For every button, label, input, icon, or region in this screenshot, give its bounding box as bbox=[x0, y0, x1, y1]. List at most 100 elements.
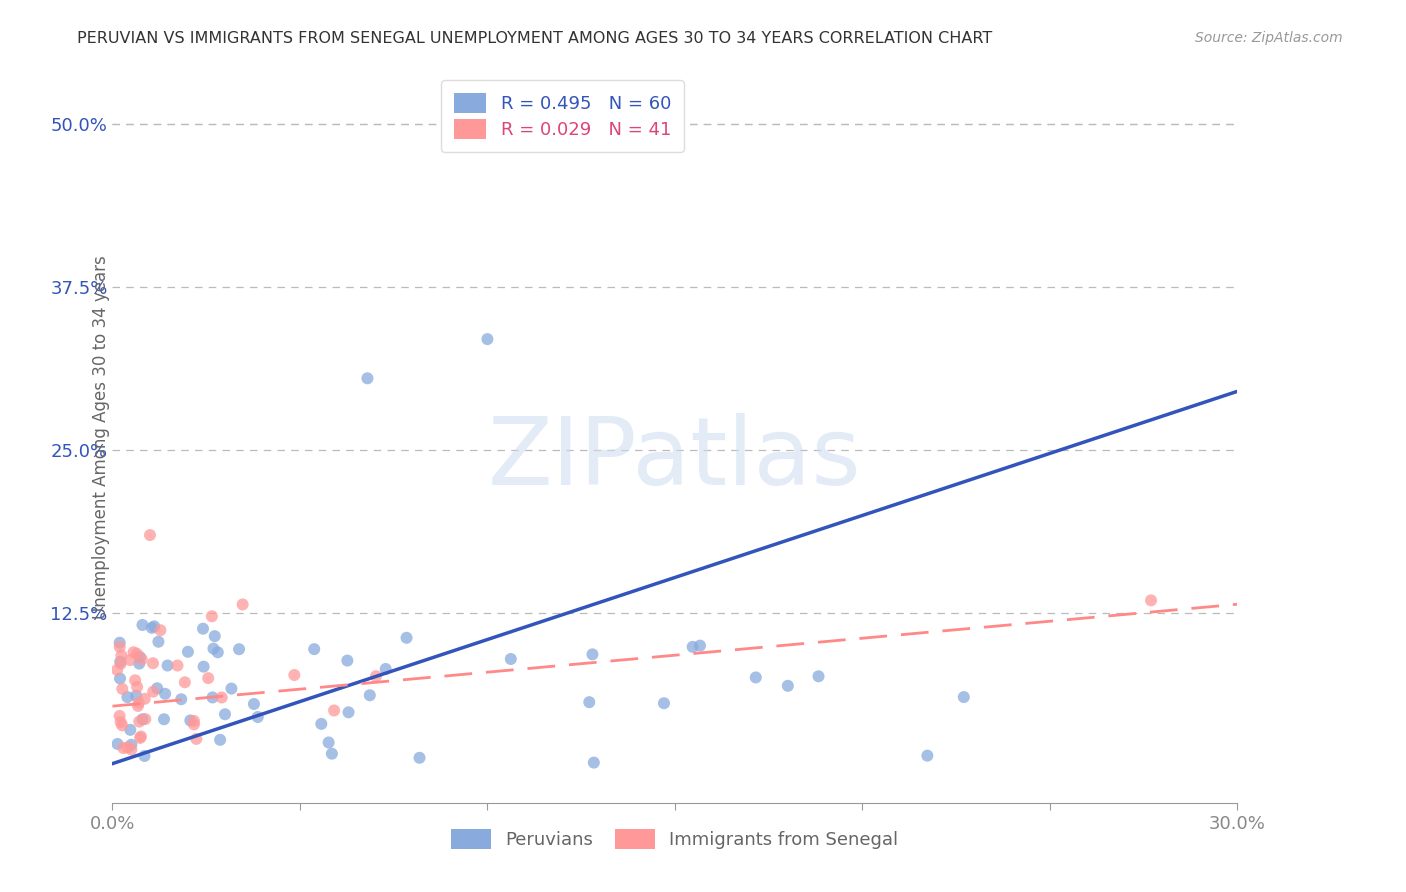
Point bbox=[108, 709, 131, 723]
Point bbox=[776, 679, 799, 693]
Point bbox=[142, 684, 165, 698]
Point bbox=[149, 624, 172, 638]
Point bbox=[111, 718, 134, 732]
Point bbox=[110, 655, 132, 669]
Point bbox=[321, 747, 343, 761]
Point bbox=[143, 619, 166, 633]
Point bbox=[689, 639, 711, 653]
Point bbox=[228, 642, 250, 657]
Point bbox=[183, 717, 205, 731]
Point bbox=[128, 714, 150, 729]
Point bbox=[108, 636, 131, 650]
Point bbox=[131, 652, 153, 666]
Point bbox=[207, 645, 229, 659]
Point bbox=[153, 687, 176, 701]
Point bbox=[112, 741, 135, 756]
Point bbox=[134, 749, 156, 764]
Point bbox=[201, 609, 224, 624]
Point bbox=[128, 657, 150, 671]
Point bbox=[127, 698, 149, 713]
Point bbox=[197, 671, 219, 685]
Point bbox=[146, 681, 169, 696]
Point bbox=[124, 673, 146, 688]
Point bbox=[336, 654, 359, 668]
Point bbox=[156, 658, 179, 673]
Legend: Peruvians, Immigrants from Senegal: Peruvians, Immigrants from Senegal bbox=[440, 818, 910, 860]
Point bbox=[110, 648, 132, 663]
Point bbox=[232, 598, 254, 612]
Point bbox=[179, 714, 201, 728]
Point bbox=[581, 648, 603, 662]
Point bbox=[129, 731, 152, 745]
Point bbox=[1140, 593, 1163, 607]
Point bbox=[337, 706, 360, 720]
Point bbox=[120, 723, 142, 737]
Point bbox=[120, 742, 142, 756]
Point bbox=[807, 669, 830, 683]
Y-axis label: Unemployment Among Ages 30 to 34 years: Unemployment Among Ages 30 to 34 years bbox=[93, 255, 110, 619]
Point bbox=[214, 707, 236, 722]
Point bbox=[105, 663, 128, 677]
Point bbox=[395, 631, 418, 645]
Point bbox=[745, 670, 768, 684]
Point bbox=[582, 756, 605, 770]
Point bbox=[211, 690, 233, 705]
Point bbox=[134, 691, 156, 706]
Point bbox=[359, 688, 381, 702]
Point bbox=[111, 681, 134, 696]
Point bbox=[202, 641, 225, 656]
Point bbox=[153, 712, 176, 726]
Text: PERUVIAN VS IMMIGRANTS FROM SENEGAL UNEMPLOYMENT AMONG AGES 30 TO 34 YEARS CORRE: PERUVIAN VS IMMIGRANTS FROM SENEGAL UNEM… bbox=[77, 31, 993, 46]
Point bbox=[619, 123, 641, 137]
Point bbox=[129, 650, 152, 665]
Point bbox=[122, 645, 145, 659]
Point bbox=[125, 689, 148, 703]
Point bbox=[108, 672, 131, 686]
Point bbox=[120, 738, 142, 752]
Point bbox=[141, 621, 163, 635]
Point bbox=[356, 371, 378, 385]
Point bbox=[917, 748, 939, 763]
Point bbox=[682, 640, 704, 654]
Point bbox=[477, 332, 499, 346]
Point bbox=[131, 712, 153, 726]
Point bbox=[283, 668, 305, 682]
Point bbox=[221, 681, 243, 696]
Point bbox=[209, 732, 232, 747]
Point bbox=[129, 730, 152, 744]
Point bbox=[201, 690, 224, 705]
Text: Source: ZipAtlas.com: Source: ZipAtlas.com bbox=[1195, 31, 1343, 45]
Point bbox=[120, 653, 142, 667]
Point bbox=[131, 618, 153, 632]
Point bbox=[128, 696, 150, 710]
Point bbox=[110, 715, 132, 730]
Point bbox=[125, 647, 148, 661]
Point bbox=[499, 652, 522, 666]
Point bbox=[243, 697, 266, 711]
Point bbox=[323, 703, 346, 717]
Point bbox=[302, 642, 325, 657]
Point bbox=[107, 737, 129, 751]
Point bbox=[578, 695, 600, 709]
Point bbox=[108, 640, 131, 654]
Point bbox=[193, 659, 215, 673]
Point bbox=[134, 712, 156, 726]
Point bbox=[173, 675, 195, 690]
Point bbox=[127, 680, 149, 694]
Point bbox=[183, 714, 205, 728]
Point bbox=[246, 710, 269, 724]
Point bbox=[374, 662, 396, 676]
Point bbox=[177, 645, 200, 659]
Point bbox=[117, 740, 139, 755]
Text: ZIPatlas: ZIPatlas bbox=[488, 413, 862, 505]
Point bbox=[408, 751, 430, 765]
Point bbox=[139, 528, 162, 542]
Point bbox=[311, 717, 333, 731]
Point bbox=[148, 634, 170, 648]
Point bbox=[652, 696, 675, 710]
Point bbox=[318, 735, 340, 749]
Point bbox=[110, 657, 132, 671]
Point bbox=[170, 692, 193, 706]
Point bbox=[117, 690, 139, 704]
Point bbox=[142, 657, 165, 671]
